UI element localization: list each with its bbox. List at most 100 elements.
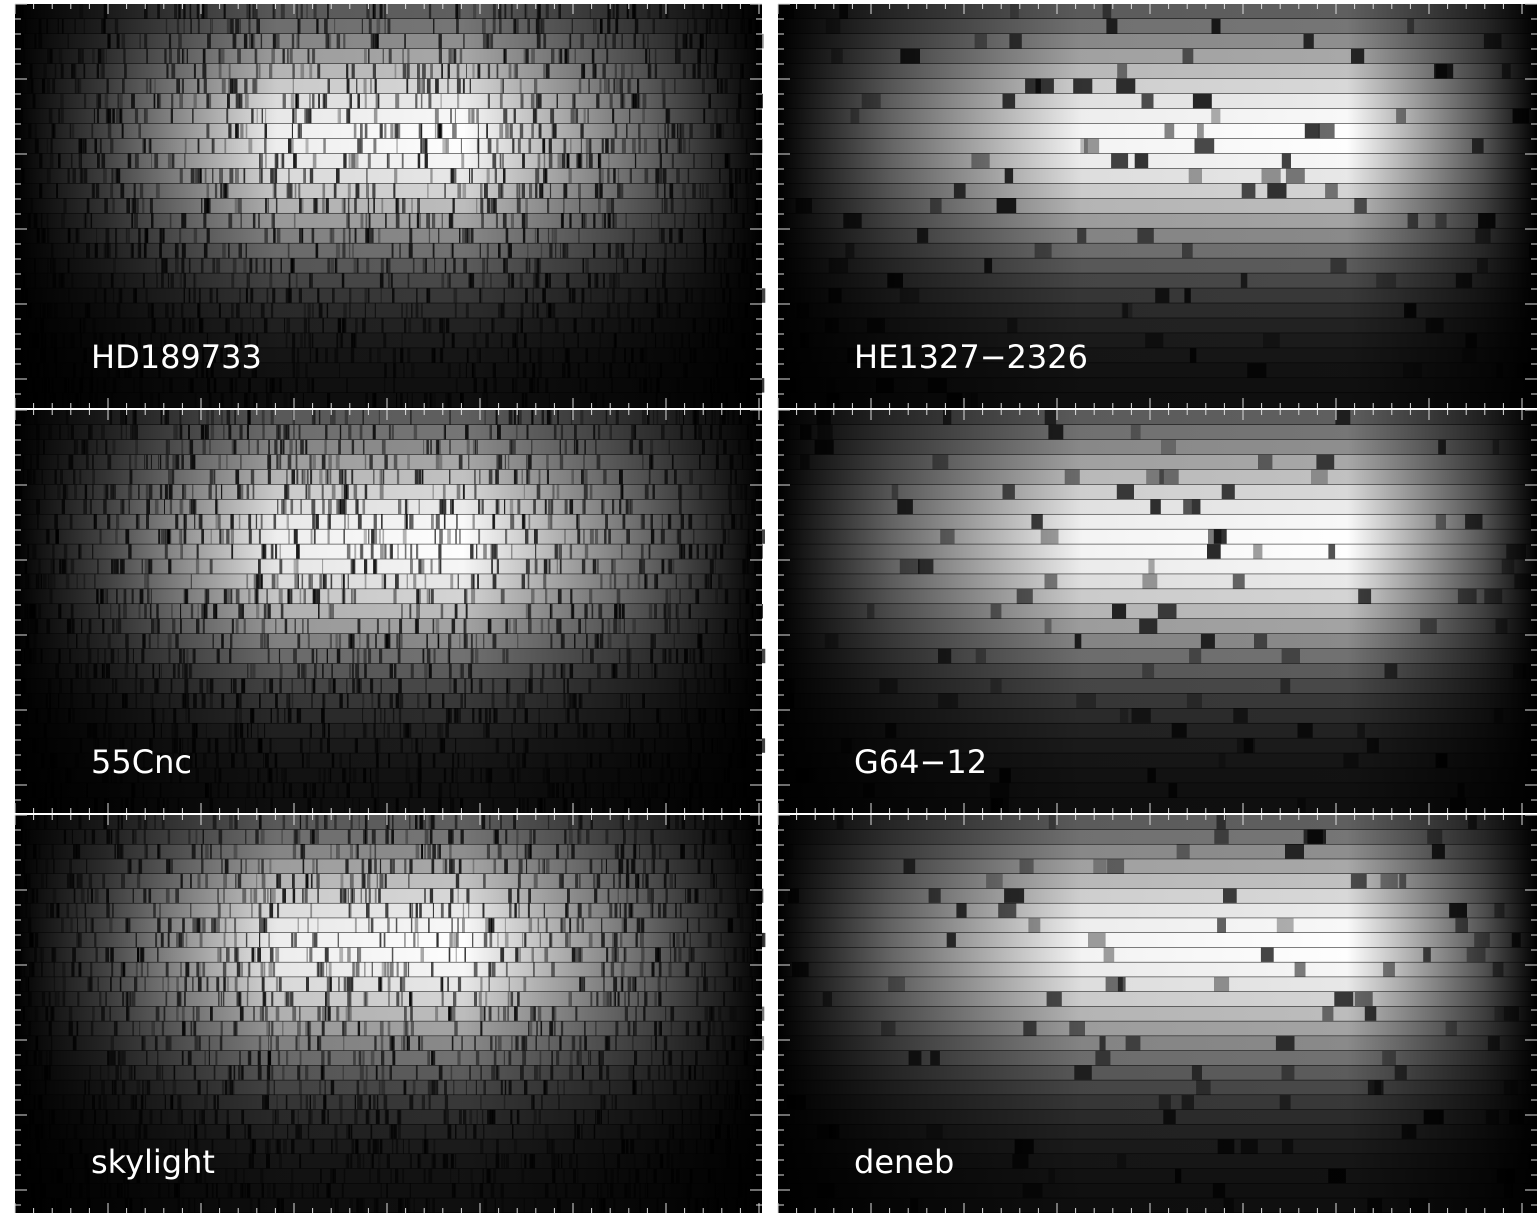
absorption-line bbox=[730, 318, 732, 333]
absorption-line bbox=[72, 124, 75, 139]
absorption-line bbox=[217, 649, 220, 663]
absorption-line bbox=[348, 634, 352, 648]
absorption-line bbox=[247, 485, 250, 499]
absorption-line bbox=[61, 64, 64, 79]
absorption-line bbox=[571, 470, 574, 484]
absorption-line bbox=[442, 694, 444, 708]
absorption-line bbox=[441, 64, 443, 79]
absorption-line bbox=[71, 604, 74, 618]
absorption-line bbox=[517, 199, 521, 214]
absorption-line bbox=[407, 393, 408, 408]
absorption-line bbox=[147, 589, 150, 603]
absorption-line bbox=[509, 64, 512, 79]
absorption-line bbox=[750, 425, 753, 439]
absorption-line bbox=[396, 393, 397, 408]
absorption-line bbox=[521, 694, 522, 708]
absorption-line bbox=[448, 64, 450, 79]
absorption-line bbox=[191, 500, 195, 514]
absorption-line bbox=[91, 378, 93, 393]
absorption-line bbox=[739, 604, 741, 618]
absorption-line bbox=[184, 664, 188, 678]
absorption-line bbox=[201, 4, 204, 19]
absorption-line bbox=[506, 649, 509, 663]
absorption-line bbox=[142, 199, 144, 214]
absorption-line bbox=[307, 798, 311, 812]
absorption-line bbox=[546, 303, 549, 318]
absorption-line bbox=[121, 815, 123, 829]
absorption-line bbox=[341, 874, 344, 888]
absorption-line bbox=[510, 500, 513, 514]
absorption-line bbox=[482, 393, 485, 408]
absorption-line bbox=[678, 485, 681, 499]
absorption-line bbox=[554, 723, 558, 737]
absorption-line bbox=[90, 500, 92, 514]
absorption-line bbox=[435, 124, 437, 139]
absorption-line bbox=[443, 485, 446, 499]
absorption-line bbox=[545, 753, 549, 767]
absorption-line bbox=[580, 410, 583, 424]
absorption-line bbox=[195, 273, 196, 288]
absorption-line bbox=[422, 139, 424, 154]
absorption-line bbox=[283, 783, 285, 797]
absorption-line bbox=[755, 199, 759, 214]
absorption-line bbox=[344, 798, 345, 812]
absorption-line bbox=[431, 589, 434, 603]
absorption-line bbox=[221, 634, 224, 648]
absorption-line bbox=[156, 258, 157, 273]
absorption-line bbox=[71, 619, 74, 633]
absorption-line bbox=[535, 184, 537, 199]
absorption-line bbox=[292, 470, 296, 484]
absorption-line bbox=[102, 154, 106, 169]
absorption-line bbox=[546, 455, 549, 469]
absorption-line bbox=[136, 199, 139, 214]
absorption-line bbox=[135, 679, 138, 693]
absorption-line bbox=[1183, 49, 1194, 64]
absorption-line bbox=[603, 783, 604, 797]
absorption-line bbox=[532, 363, 535, 378]
absorption-line bbox=[144, 830, 146, 844]
absorption-line bbox=[330, 604, 334, 618]
absorption-line bbox=[410, 544, 412, 558]
panel-label: 55Cnc bbox=[91, 743, 192, 781]
absorption-line bbox=[346, 679, 347, 693]
absorption-line bbox=[587, 258, 589, 273]
absorption-line bbox=[33, 94, 36, 109]
absorption-line bbox=[198, 604, 199, 618]
absorption-line bbox=[196, 768, 199, 782]
absorption-line bbox=[144, 34, 147, 49]
absorption-line bbox=[485, 333, 488, 348]
absorption-line bbox=[429, 318, 430, 333]
absorption-line bbox=[92, 485, 94, 499]
absorption-line bbox=[338, 440, 341, 454]
absorption-line bbox=[502, 154, 503, 169]
echelle-order bbox=[778, 798, 1537, 812]
absorption-line bbox=[570, 753, 571, 767]
absorption-line bbox=[257, 768, 259, 782]
absorption-line bbox=[543, 34, 546, 49]
absorption-line bbox=[227, 410, 231, 424]
absorption-line bbox=[563, 664, 566, 678]
absorption-line bbox=[35, 34, 37, 49]
absorption-line bbox=[275, 544, 277, 558]
absorption-line bbox=[43, 440, 45, 454]
absorption-line bbox=[627, 303, 630, 318]
absorption-line bbox=[692, 4, 695, 19]
absorption-line bbox=[70, 515, 73, 529]
absorption-line bbox=[228, 124, 231, 139]
absorption-line bbox=[1195, 139, 1215, 154]
absorption-line bbox=[406, 768, 410, 782]
absorption-line bbox=[246, 288, 248, 303]
absorption-line bbox=[138, 228, 140, 243]
absorption-line bbox=[552, 485, 554, 499]
absorption-line bbox=[52, 258, 53, 273]
absorption-line bbox=[160, 783, 162, 797]
absorption-line bbox=[139, 604, 141, 618]
absorption-line bbox=[717, 378, 720, 393]
absorption-line bbox=[364, 529, 367, 543]
absorption-line bbox=[98, 273, 102, 288]
absorption-line bbox=[732, 738, 734, 752]
absorption-line bbox=[244, 753, 247, 767]
absorption-line bbox=[62, 393, 63, 408]
absorption-line bbox=[723, 440, 727, 454]
absorption-line bbox=[402, 154, 404, 169]
